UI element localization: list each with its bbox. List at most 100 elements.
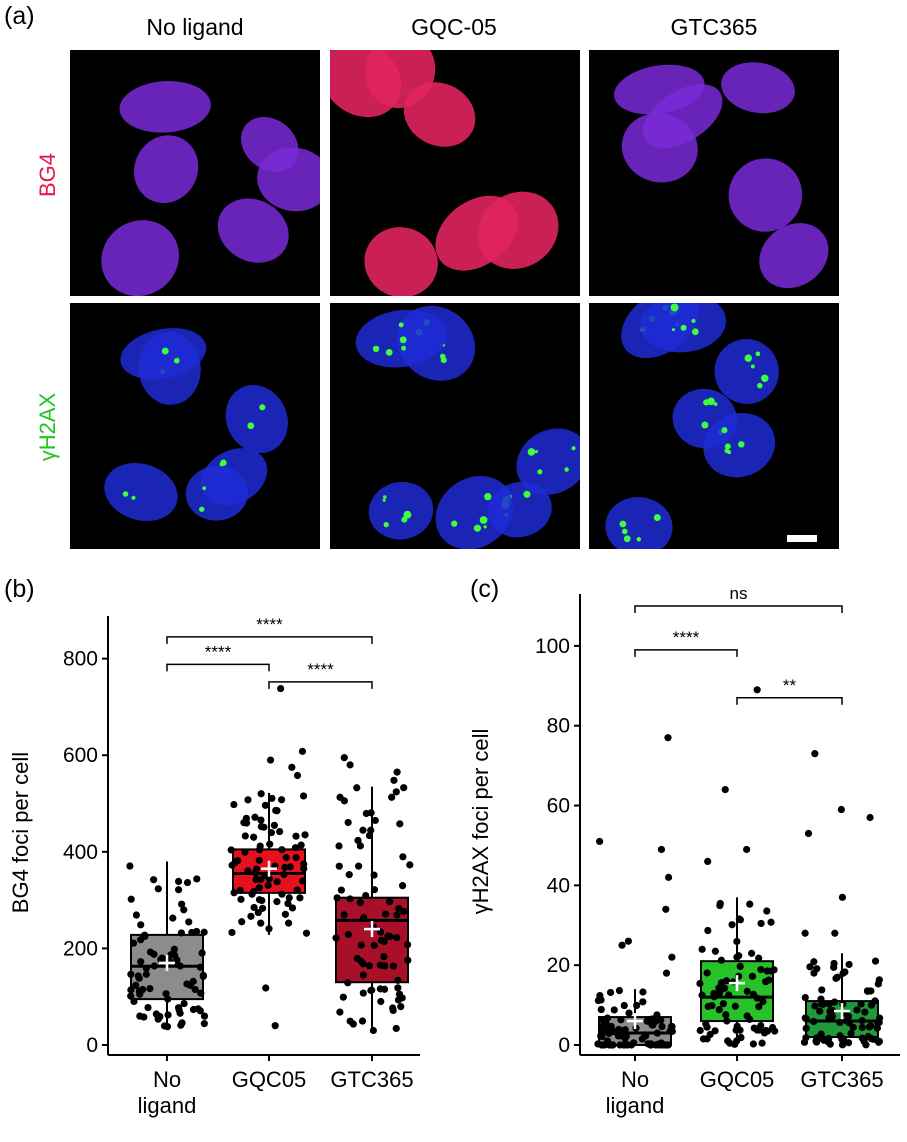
data-point	[261, 801, 269, 809]
gh2ax-focus	[534, 449, 539, 454]
data-point	[247, 912, 255, 920]
data-point	[368, 986, 376, 994]
data-point	[745, 1015, 754, 1023]
data-point	[399, 853, 407, 861]
data-point	[398, 882, 407, 890]
gh2ax-focus	[670, 303, 679, 312]
data-point	[617, 1016, 625, 1024]
data-point	[627, 1041, 636, 1049]
data-point	[664, 873, 673, 881]
data-point	[264, 881, 272, 889]
gh2ax-focus	[713, 402, 718, 407]
data-point	[860, 1037, 868, 1046]
data-point	[259, 904, 267, 912]
data-point	[836, 1018, 844, 1027]
data-point	[615, 986, 624, 995]
data-point	[134, 972, 142, 980]
data-point	[596, 837, 604, 846]
data-point	[743, 845, 751, 854]
data-point	[370, 941, 378, 949]
data-point	[875, 976, 883, 984]
significance-label: ****	[205, 642, 232, 661]
data-point	[725, 991, 733, 999]
gh2ax-focus	[383, 521, 389, 528]
data-point	[180, 906, 188, 914]
data-point	[390, 776, 398, 784]
data-point	[801, 993, 809, 1002]
data-point	[858, 1016, 866, 1025]
data-point	[175, 886, 183, 894]
data-point	[866, 813, 874, 822]
data-point	[154, 1015, 162, 1023]
y-tick-label: 40	[547, 874, 570, 897]
data-point	[355, 862, 363, 870]
gh2ax-focus	[636, 537, 642, 542]
gh2ax-focus	[202, 486, 207, 491]
significance-label: **	[783, 676, 797, 695]
data-point	[839, 969, 847, 977]
data-point	[392, 788, 400, 796]
data-point	[817, 995, 825, 1003]
data-point	[142, 970, 150, 978]
cell-nucleus	[257, 147, 320, 212]
cell-nucleus	[714, 339, 779, 405]
data-point	[286, 863, 294, 871]
data-point	[280, 870, 288, 879]
data-point	[639, 998, 647, 1006]
data-point	[639, 988, 647, 996]
data-point	[273, 807, 281, 815]
data-point	[861, 1008, 869, 1016]
data-point	[237, 895, 245, 903]
data-point	[333, 894, 341, 902]
cell-nucleus	[134, 135, 199, 204]
data-point	[800, 1038, 809, 1046]
data-point	[657, 845, 666, 854]
gh2ax-focus	[259, 404, 266, 411]
data-point	[743, 987, 751, 995]
data-point	[655, 1041, 663, 1049]
data-point	[596, 991, 604, 1000]
data-point	[667, 1022, 676, 1031]
data-point	[737, 1033, 745, 1042]
gh2ax-focus	[619, 520, 627, 528]
gh2ax-focus	[219, 462, 224, 467]
data-point	[801, 1014, 809, 1022]
data-point	[265, 925, 273, 933]
data-point	[371, 816, 379, 825]
data-point	[127, 970, 135, 978]
data-point	[653, 1029, 662, 1037]
data-point	[230, 889, 238, 897]
data-point	[704, 926, 712, 935]
data-point	[345, 871, 353, 879]
data-point	[644, 1040, 652, 1048]
data-point	[748, 949, 756, 957]
data-point	[339, 993, 347, 1001]
significance-label: ns	[730, 584, 748, 603]
data-point	[174, 877, 183, 886]
micrograph-gh2ax-gtc365	[589, 303, 839, 549]
gh2ax-focus	[623, 535, 631, 543]
gh2ax-focus	[173, 357, 180, 364]
data-point	[704, 857, 712, 866]
data-point	[137, 958, 145, 966]
x-tick-label: GQC05	[232, 1067, 307, 1092]
cell-nucleus	[728, 158, 803, 232]
gh2ax-focus	[479, 516, 488, 524]
x-tick-label: GTC365	[800, 1067, 883, 1092]
y-tick-label: 60	[547, 795, 570, 818]
micrograph-bg4-no-ligand	[70, 50, 320, 296]
data-point	[273, 878, 281, 886]
gh2ax-focus	[403, 510, 412, 519]
data-point	[723, 1017, 731, 1025]
gh2ax-focus	[372, 345, 380, 353]
gh2ax-focus	[199, 506, 205, 512]
data-point	[370, 871, 378, 879]
data-point	[376, 985, 384, 993]
data-point	[662, 1041, 670, 1049]
gh2ax-focus	[724, 448, 730, 454]
data-point	[169, 914, 177, 922]
data-point	[605, 1029, 613, 1038]
data-point	[845, 960, 853, 969]
data-point	[300, 860, 308, 868]
gh2ax-focus	[161, 347, 169, 355]
